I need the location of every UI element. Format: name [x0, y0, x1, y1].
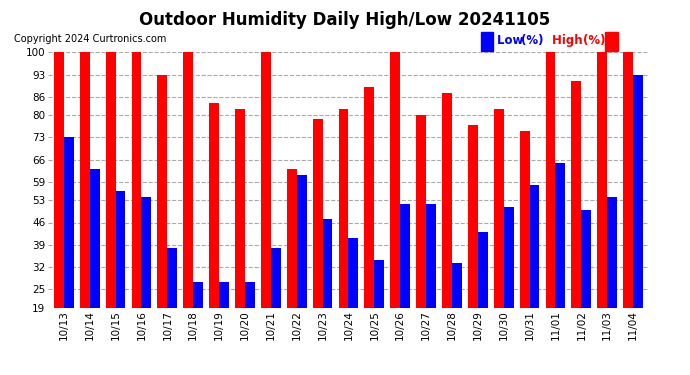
Bar: [581, 210, 591, 368]
Bar: [520, 131, 529, 368]
Bar: [322, 219, 333, 368]
Bar: [313, 118, 323, 368]
Bar: [452, 263, 462, 368]
Bar: [546, 53, 555, 368]
Bar: [80, 53, 90, 368]
Bar: [115, 191, 126, 368]
Text: (%): (%): [583, 34, 606, 47]
Text: Low: Low: [497, 34, 527, 47]
Bar: [494, 109, 504, 368]
Bar: [348, 238, 358, 368]
Bar: [374, 260, 384, 368]
Bar: [132, 53, 141, 368]
Bar: [339, 109, 348, 368]
Bar: [193, 282, 203, 368]
Bar: [468, 125, 477, 368]
Bar: [477, 232, 488, 368]
Text: High: High: [552, 34, 591, 47]
Bar: [297, 175, 306, 368]
Bar: [141, 197, 151, 368]
Bar: [416, 116, 426, 368]
Bar: [504, 207, 513, 368]
Bar: [364, 87, 374, 368]
Bar: [63, 138, 74, 368]
Bar: [106, 53, 116, 368]
Bar: [90, 169, 99, 368]
Bar: [530, 185, 540, 368]
Bar: [391, 53, 400, 368]
Bar: [184, 53, 193, 368]
Bar: [209, 103, 219, 368]
Text: Outdoor Humidity Daily High/Low 20241105: Outdoor Humidity Daily High/Low 20241105: [139, 11, 551, 29]
Bar: [400, 204, 410, 368]
Bar: [287, 169, 297, 368]
Bar: [555, 163, 565, 368]
Bar: [54, 53, 63, 368]
Bar: [219, 282, 229, 368]
Text: Copyright 2024 Curtronics.com: Copyright 2024 Curtronics.com: [14, 34, 166, 44]
Bar: [245, 282, 255, 368]
Bar: [571, 81, 581, 368]
Text: (%): (%): [521, 34, 544, 47]
Bar: [157, 75, 167, 367]
Bar: [598, 53, 607, 368]
Bar: [426, 204, 436, 368]
Bar: [167, 248, 177, 368]
Bar: [261, 53, 270, 368]
Bar: [235, 109, 245, 368]
Bar: [607, 197, 617, 368]
Bar: [442, 93, 452, 368]
Bar: [633, 75, 643, 367]
Bar: [270, 248, 281, 368]
Bar: [623, 53, 633, 368]
